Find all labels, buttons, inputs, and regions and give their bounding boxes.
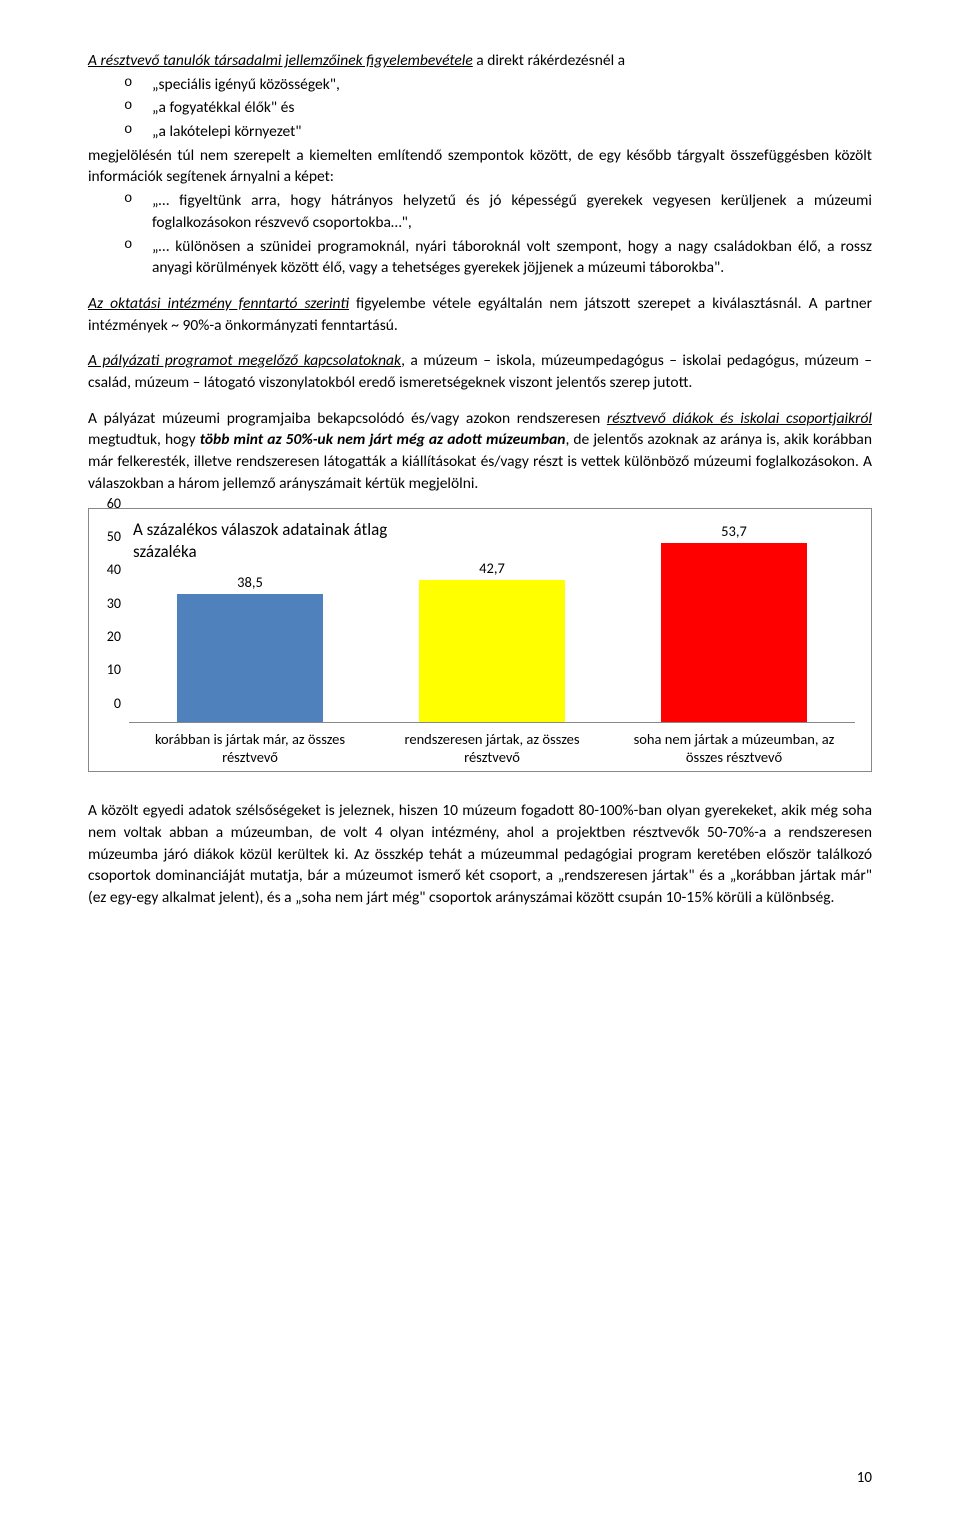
- x-axis-labels: korábban is jártak már, az összes résztv…: [129, 727, 855, 765]
- para-students: A pályázat múzeumi programjaiba bekapcso…: [88, 408, 872, 495]
- p4-bold: több mint az 50%-uk nem járt még az adot…: [200, 430, 566, 449]
- list-item: „… különösen a szünidei programoknál, ny…: [88, 236, 872, 279]
- list-item-text: „… különösen a szünidei programoknál, ny…: [152, 237, 872, 278]
- y-tick: 40: [93, 561, 121, 581]
- intro-lead: A résztvevő tanulók társadalmi jellemzői…: [88, 50, 872, 72]
- bar: 53,7: [661, 543, 806, 722]
- p4-a: A pályázat múzeumi programjaiba bekapcso…: [88, 409, 607, 428]
- y-tick: 30: [93, 594, 121, 614]
- intro-bullets-a: „speciális igényű közösségek", „a fogyat…: [88, 74, 872, 143]
- x-label: soha nem jártak a múzeumban, az összes r…: [613, 727, 855, 765]
- para-contacts: A pályázati programot megelőző kapcsolat…: [88, 350, 872, 393]
- bar: 38,5: [177, 594, 322, 722]
- bar-value-label: 38,5: [177, 572, 322, 592]
- intro-bullets-b: „… figyeltünk arra, hogy hátrányos helyz…: [88, 190, 872, 279]
- chart-plot: 38,5 42,7 53,7: [129, 523, 855, 723]
- p2-underlined: Az oktatási intézmény fenntartó szerinti: [88, 294, 349, 313]
- page-number: 10: [857, 1468, 872, 1489]
- x-label: korábban is jártak már, az összes résztv…: [129, 727, 371, 765]
- list-item: „a lakótelepi környezet": [88, 121, 872, 143]
- bar-value-label: 42,7: [419, 558, 564, 578]
- y-axis: 0102030405060: [97, 523, 125, 723]
- list-item-text: „a lakótelepi környezet": [152, 122, 302, 141]
- x-label: rendszeresen jártak, az összes résztvevő: [371, 727, 613, 765]
- bar-chart: A százalékos válaszok adatainak átlag sz…: [88, 508, 872, 772]
- y-tick: 20: [93, 627, 121, 647]
- para-institution: Az oktatási intézmény fenntartó szerinti…: [88, 293, 872, 336]
- list-item: „speciális igényű közösségek",: [88, 74, 872, 96]
- p4-b: megtudtuk, hogy: [88, 430, 200, 449]
- list-item: „… figyeltünk arra, hogy hátrányos helyz…: [88, 190, 872, 233]
- list-item-text: „… figyeltünk arra, hogy hátrányos helyz…: [152, 191, 872, 232]
- chart-area: A százalékos válaszok adatainak átlag sz…: [129, 523, 855, 763]
- para-conclusion: A közölt egyedi adatok szélsőségeket is …: [88, 800, 872, 908]
- p4-underlined: résztvevő diákok és iskolai csoportjaikr…: [607, 409, 872, 428]
- p3-underlined: A pályázati programot megelőző kapcsolat…: [88, 351, 401, 370]
- intro-lead-rest: a direkt rákérdezésnél a: [473, 51, 625, 70]
- intro-mid: megjelölésén túl nem szerepelt a kiemelt…: [88, 145, 872, 188]
- y-tick: 60: [93, 494, 121, 514]
- bar-value-label: 53,7: [661, 521, 806, 541]
- list-item-text: „a fogyatékkal élők" és: [152, 98, 294, 117]
- y-tick: 0: [93, 694, 121, 714]
- list-item-text: „speciális igényű közösségek",: [152, 75, 340, 94]
- list-item: „a fogyatékkal élők" és: [88, 97, 872, 119]
- intro-lead-underlined: A résztvevő tanulók társadalmi jellemzői…: [88, 51, 473, 70]
- bar: 42,7: [419, 580, 564, 722]
- y-tick: 10: [93, 661, 121, 681]
- y-tick: 50: [93, 527, 121, 547]
